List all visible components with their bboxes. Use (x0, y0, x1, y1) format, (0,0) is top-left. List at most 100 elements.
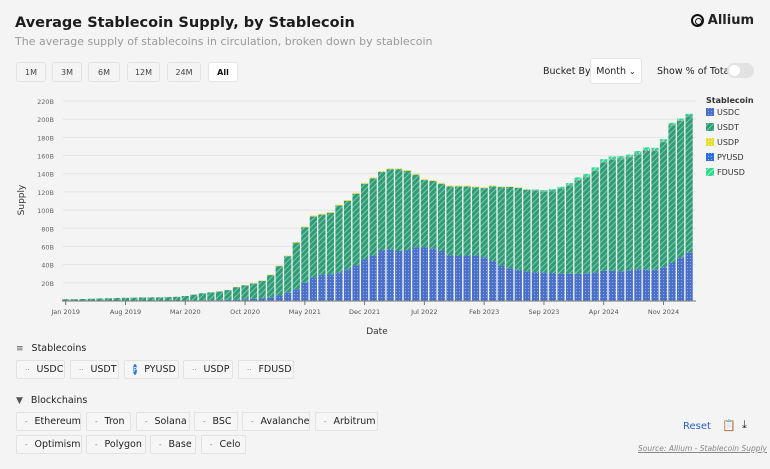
bar-usdc[interactable] (506, 268, 514, 301)
bar-usdt[interactable] (275, 266, 283, 296)
bar-usdp[interactable] (318, 213, 326, 215)
bar-usdc[interactable] (395, 251, 403, 301)
bar-usdt[interactable] (489, 186, 497, 261)
bar-usdt[interactable] (395, 169, 403, 251)
bar-usdt[interactable] (480, 188, 488, 258)
bar-fdusd[interactable] (540, 190, 548, 192)
filter-chip-celo[interactable]: ‐ Celo (201, 435, 246, 454)
bar-usdt[interactable] (284, 256, 292, 293)
filter-chip-bsc[interactable]: ‐ BSC (194, 412, 238, 431)
bar-usdt[interactable] (326, 212, 335, 275)
bar-usdp[interactable] (480, 187, 488, 189)
bar-usdt[interactable] (249, 283, 258, 299)
bar-usdt[interactable] (181, 296, 189, 301)
bar-fdusd[interactable] (676, 118, 685, 121)
bar-usdt[interactable] (676, 120, 685, 258)
bar-usdc[interactable] (335, 272, 343, 301)
bar-usdt[interactable] (608, 159, 616, 271)
filter-chip-pyusd[interactable]: P PYUSD (124, 360, 179, 379)
bar-usdc[interactable] (241, 299, 249, 301)
bar-usdc[interactable] (497, 265, 505, 301)
bar-usdc[interactable] (463, 255, 471, 301)
bar-usdt[interactable] (301, 227, 309, 283)
bar-usdt[interactable] (668, 125, 676, 263)
bar-usdp[interactable] (284, 255, 292, 257)
bar-usdc[interactable] (685, 252, 693, 301)
bar-usdp[interactable] (523, 189, 531, 190)
bar-usdt[interactable] (232, 287, 241, 300)
bar-usdt[interactable] (224, 290, 232, 300)
bar-usdc[interactable] (437, 251, 446, 301)
bar-usdt[interactable] (267, 275, 275, 298)
bar-usdc[interactable] (378, 250, 386, 301)
bar-usdc[interactable] (343, 269, 352, 301)
bar-fdusd[interactable] (659, 139, 668, 142)
bar-usdt[interactable] (472, 187, 480, 256)
bar-fdusd[interactable] (651, 147, 659, 151)
bar-usdc[interactable] (489, 261, 497, 301)
filter-chip-tron[interactable]: ‐ Tron (86, 412, 131, 431)
bar-fdusd[interactable] (557, 186, 565, 189)
bar-fdusd[interactable] (625, 154, 633, 157)
bar-usdt[interactable] (446, 186, 454, 256)
bar-usdt[interactable] (463, 186, 471, 256)
filter-chip-fdusd[interactable]: ·· FDUSD (238, 360, 294, 379)
bar-usdc[interactable] (412, 247, 420, 301)
bar-usdt[interactable] (403, 171, 411, 251)
bar-usdc[interactable] (591, 272, 599, 301)
bar-usdt[interactable] (138, 297, 147, 301)
bar-fdusd[interactable] (531, 189, 539, 191)
bar-usdt[interactable] (523, 190, 531, 272)
bar-pyusd[interactable] (685, 115, 693, 117)
bar-usdp[interactable] (301, 226, 309, 228)
bar-usdt[interactable] (591, 170, 599, 273)
bar-usdt[interactable] (437, 183, 446, 251)
bar-usdc[interactable] (309, 277, 317, 301)
bar-usdp[interactable] (472, 186, 480, 188)
bar-usdt[interactable] (386, 169, 394, 250)
filter-chip-usdp[interactable]: ·· USDP (183, 360, 233, 379)
bar-usdc[interactable] (352, 265, 360, 301)
reset-button[interactable]: Reset (683, 421, 711, 432)
bar-usdt[interactable] (540, 191, 548, 273)
bar-usdt[interactable] (292, 242, 300, 290)
bar-usdp[interactable] (437, 182, 446, 184)
bar-fdusd[interactable] (583, 174, 591, 177)
bar-usdc[interactable] (258, 298, 266, 301)
bar-usdt[interactable] (583, 177, 591, 274)
range-3m-button[interactable]: 3M (52, 62, 82, 82)
bar-usdt[interactable] (617, 159, 625, 272)
bar-usdc[interactable] (369, 255, 377, 301)
bar-usdp[interactable] (403, 170, 411, 171)
bar-usdp[interactable] (335, 204, 343, 206)
bar-fdusd[interactable] (574, 177, 582, 180)
bar-usdc[interactable] (267, 297, 275, 301)
bar-usdt[interactable] (625, 157, 633, 271)
bar-usdc[interactable] (275, 295, 283, 301)
bar-usdt[interactable] (318, 214, 326, 275)
filter-chip-usdc[interactable]: ·· USDC (16, 360, 65, 379)
download-icon[interactable]: ⤓ (742, 418, 747, 431)
bar-usdc[interactable] (386, 249, 394, 301)
bar-usdp[interactable] (420, 179, 428, 181)
bar-usdc[interactable] (608, 270, 616, 301)
bar-fdusd[interactable] (617, 156, 625, 159)
bar-pyusd[interactable] (642, 149, 651, 151)
bar-usdp[interactable] (489, 185, 497, 187)
bar-usdc[interactable] (557, 273, 565, 301)
bar-usdt[interactable] (685, 116, 693, 253)
bar-usdc[interactable] (625, 270, 633, 301)
bar-usdc[interactable] (531, 272, 539, 301)
bar-usdc[interactable] (659, 267, 668, 301)
bar-usdt[interactable] (309, 216, 317, 278)
show-pct-toggle[interactable] (727, 63, 754, 78)
filter-chip-polygon[interactable]: ‐ Polygon (86, 435, 146, 454)
bar-usdt[interactable] (207, 292, 215, 301)
bar-usdt[interactable] (198, 293, 206, 301)
bar-usdc[interactable] (429, 248, 437, 301)
bar-usdc[interactable] (574, 273, 582, 301)
bar-usdt[interactable] (121, 297, 130, 301)
bar-usdp[interactable] (343, 200, 352, 201)
bar-pyusd[interactable] (651, 150, 659, 151)
bar-usdp[interactable] (446, 185, 454, 187)
